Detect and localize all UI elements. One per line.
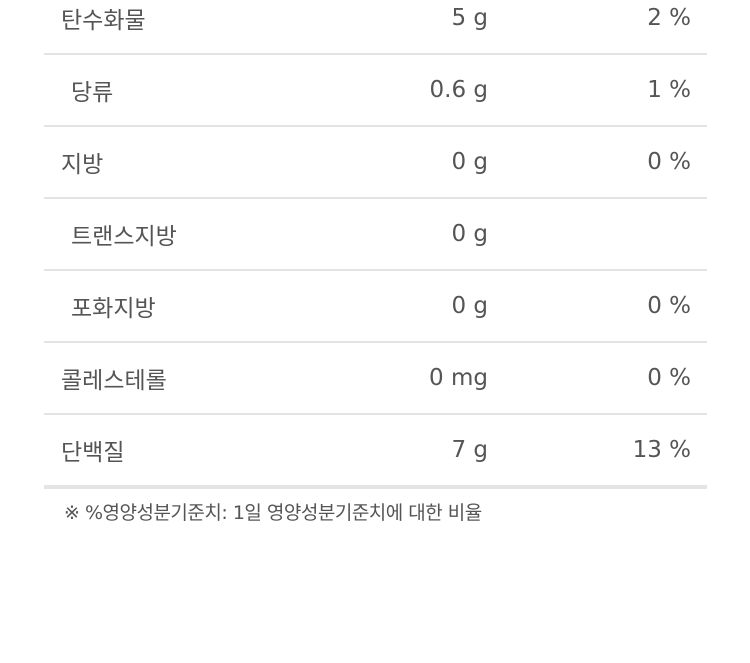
nutrient-amount: 7 g — [451, 437, 488, 463]
nutrient-amount: 0 g — [451, 221, 488, 247]
table-row: 단백질 7 g 13 % — [44, 415, 707, 489]
nutrient-name: 포화지방 — [71, 296, 156, 322]
table-row: 트랜스지방 0 g — [44, 199, 707, 271]
nutrient-amount: 0 g — [451, 149, 488, 175]
daily-value-percent: 0 % — [647, 293, 691, 319]
footnote: ※ %영양성분기준치: 1일 영양성분기준치에 대한 비율 — [64, 502, 482, 524]
daily-value-percent: 2 % — [647, 5, 691, 31]
nutrient-name: 당류 — [71, 80, 114, 106]
daily-value-percent: 0 % — [647, 365, 691, 391]
table-row: 콜레스테롤 0 mg 0 % — [44, 343, 707, 415]
nutrient-name: 단백질 — [61, 440, 125, 466]
daily-value-percent: 0 % — [647, 149, 691, 175]
table-row: 포화지방 0 g 0 % — [44, 271, 707, 343]
table-row: 탄수화물 5 g 2 % — [44, 0, 707, 55]
table-row: 지방 0 g 0 % — [44, 127, 707, 199]
nutrient-name: 콜레스테롤 — [61, 368, 167, 394]
daily-value-percent: 13 % — [632, 437, 691, 463]
daily-value-percent: 1 % — [647, 77, 691, 103]
table-row: 당류 0.6 g 1 % — [44, 55, 707, 127]
nutrient-amount: 0 mg — [429, 365, 488, 391]
nutrient-name: 탄수화물 — [61, 8, 146, 34]
nutrient-amount: 5 g — [451, 5, 488, 31]
nutrient-amount: 0.6 g — [429, 77, 489, 103]
nutrient-name: 지방 — [61, 152, 104, 178]
nutrient-amount: 0 g — [451, 293, 488, 319]
nutrient-name: 트랜스지방 — [71, 224, 177, 250]
